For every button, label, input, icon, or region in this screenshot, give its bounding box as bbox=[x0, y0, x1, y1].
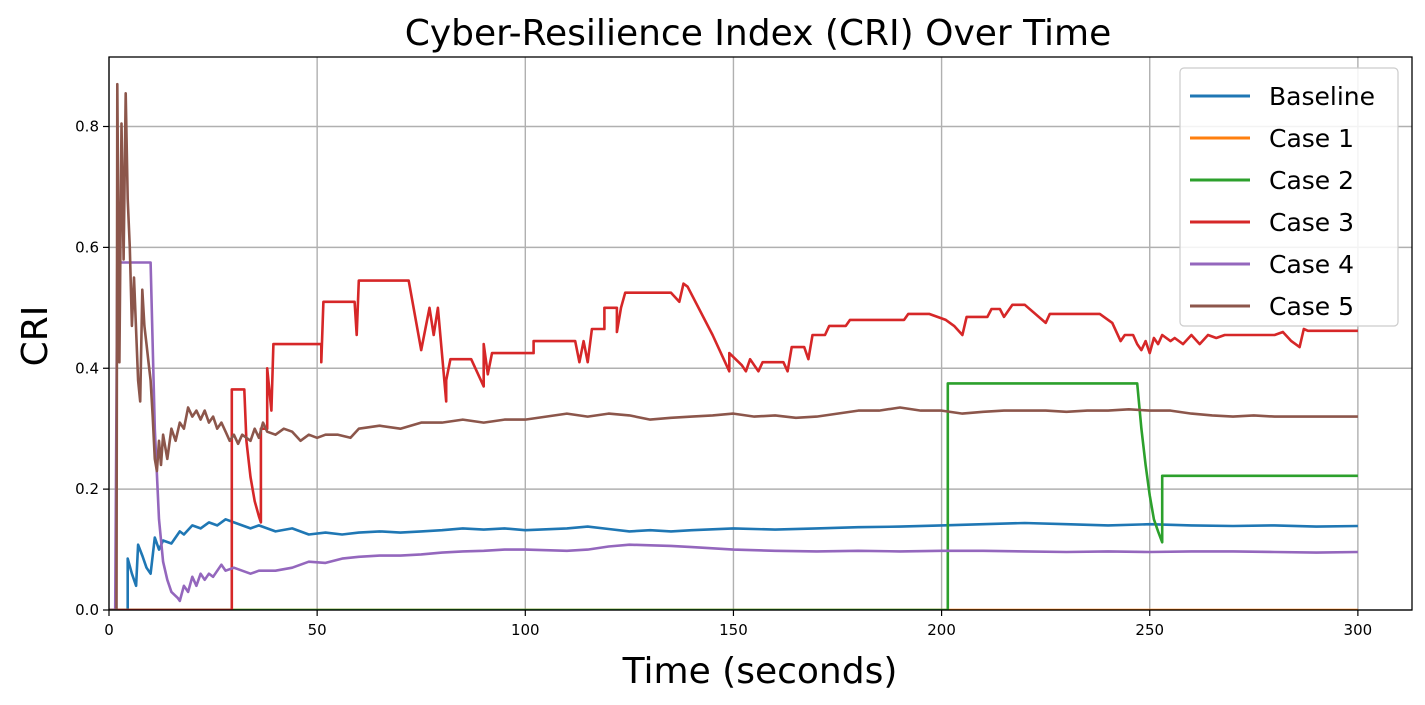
series-line-case-2 bbox=[109, 382, 1358, 610]
series-line-baseline bbox=[109, 518, 1358, 610]
y-axis-label: CRI bbox=[15, 306, 56, 367]
x-tick-label: 250 bbox=[1135, 621, 1164, 639]
x-tick-label: 100 bbox=[511, 621, 540, 639]
series-line-case-3 bbox=[109, 279, 1358, 610]
legend-box bbox=[1179, 67, 1399, 327]
x-tick-label: 150 bbox=[719, 621, 748, 639]
x-tick-label: 300 bbox=[1344, 621, 1373, 639]
y-tick-label: 0.4 bbox=[75, 359, 99, 377]
y-ticks: 0.0 0.2 0.4 0.6 0.8 bbox=[75, 118, 109, 619]
x-axis-label: Time (seconds) bbox=[622, 651, 898, 692]
x-tick-label: 0 bbox=[104, 621, 114, 639]
legend-label: Case 3 bbox=[1269, 208, 1354, 237]
legend-label: Case 5 bbox=[1269, 292, 1354, 321]
x-tick-label: 200 bbox=[927, 621, 956, 639]
x-ticks: 0 50 100 150 200 250 300 bbox=[104, 610, 1372, 639]
legend-label: Case 2 bbox=[1269, 166, 1354, 195]
series-line-case-5 bbox=[109, 82, 1358, 610]
chart-title: Cyber-Resilience Index (CRI) Over Time bbox=[405, 13, 1112, 54]
y-tick-label: 0.6 bbox=[75, 238, 99, 256]
grid bbox=[108, 57, 1412, 611]
legend-label: Baseline bbox=[1269, 82, 1375, 111]
x-tick-label: 50 bbox=[308, 621, 327, 639]
legend-label: Case 4 bbox=[1269, 250, 1354, 279]
y-tick-label: 0.8 bbox=[75, 118, 99, 136]
series-group bbox=[109, 82, 1358, 610]
legend-label: Case 1 bbox=[1269, 124, 1354, 153]
y-tick-label: 0.0 bbox=[75, 601, 99, 619]
series-line-case-4 bbox=[109, 261, 1358, 610]
legend: Baseline Case 1 Case 2 Case 3 Case 4 Case 5 bbox=[1179, 67, 1399, 327]
y-tick-label: 0.2 bbox=[75, 480, 99, 498]
plot-frame bbox=[108, 56, 1413, 611]
